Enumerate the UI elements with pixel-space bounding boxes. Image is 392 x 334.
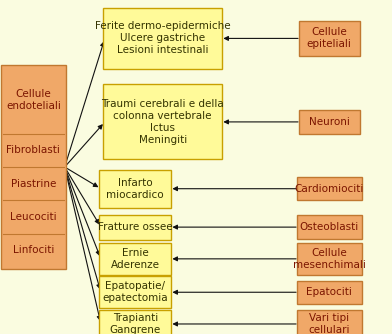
Text: Cellule
epiteliali: Cellule epiteliali	[307, 27, 352, 49]
FancyBboxPatch shape	[99, 214, 171, 240]
FancyBboxPatch shape	[99, 243, 171, 275]
FancyBboxPatch shape	[297, 177, 361, 200]
Text: Osteoblasti: Osteoblasti	[299, 222, 359, 232]
Text: Fratture ossee: Fratture ossee	[98, 222, 172, 232]
Text: Cellule
mesenchimali: Cellule mesenchimali	[293, 248, 366, 270]
FancyBboxPatch shape	[1, 65, 66, 269]
FancyBboxPatch shape	[299, 110, 359, 134]
Text: Epatopatie/
epatectomia: Epatopatie/ epatectomia	[102, 281, 168, 303]
Text: Neuroni: Neuroni	[309, 117, 350, 127]
Text: Leucociti: Leucociti	[10, 212, 56, 222]
Text: Epatociti: Epatociti	[306, 287, 352, 297]
Text: Vari tipi
cellulari: Vari tipi cellulari	[309, 313, 350, 334]
FancyBboxPatch shape	[299, 21, 359, 56]
Text: Traumi cerebrali e della
colonna vertebrale
Ictus
Meningiti: Traumi cerebrali e della colonna vertebr…	[101, 99, 224, 145]
Text: Ernie
Aderenze: Ernie Aderenze	[111, 248, 160, 270]
Text: Piastrine: Piastrine	[11, 179, 56, 189]
Text: Trapianti
Gangrene: Trapianti Gangrene	[110, 313, 161, 334]
Text: Cellule
endoteliali: Cellule endoteliali	[6, 90, 61, 111]
Text: Ferite dermo-epidermiche
Ulcere gastriche
Lesioni intestinali: Ferite dermo-epidermiche Ulcere gastrich…	[95, 21, 230, 55]
Text: Infarto
miocardico: Infarto miocardico	[106, 178, 164, 200]
FancyBboxPatch shape	[297, 281, 361, 304]
Text: Fibroblasti: Fibroblasti	[6, 145, 60, 155]
FancyBboxPatch shape	[99, 169, 171, 208]
FancyBboxPatch shape	[297, 243, 361, 275]
FancyBboxPatch shape	[103, 84, 222, 160]
FancyBboxPatch shape	[103, 7, 222, 69]
FancyBboxPatch shape	[297, 310, 361, 334]
FancyBboxPatch shape	[99, 310, 171, 334]
FancyBboxPatch shape	[297, 215, 361, 239]
Text: Cardiomiociti: Cardiomiociti	[295, 184, 364, 194]
FancyBboxPatch shape	[99, 277, 171, 308]
Text: Linfociti: Linfociti	[13, 245, 54, 256]
